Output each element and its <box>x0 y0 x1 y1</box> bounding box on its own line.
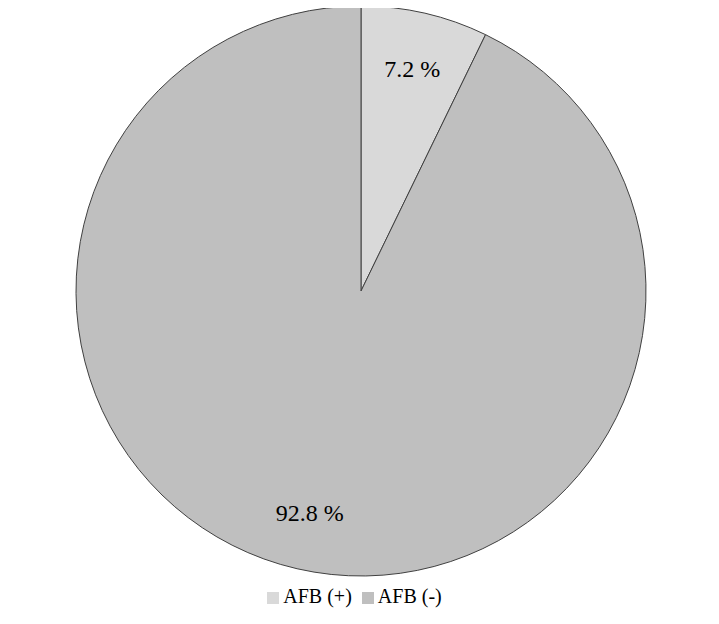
svg-text:92.8 %: 92.8 % <box>276 500 344 526</box>
svg-text:7.2 %: 7.2 % <box>384 56 440 82</box>
html-text:AFB (-): AFB (-) <box>377 585 442 607</box>
html-text:AFB (+): AFB (+) <box>283 585 352 607</box>
